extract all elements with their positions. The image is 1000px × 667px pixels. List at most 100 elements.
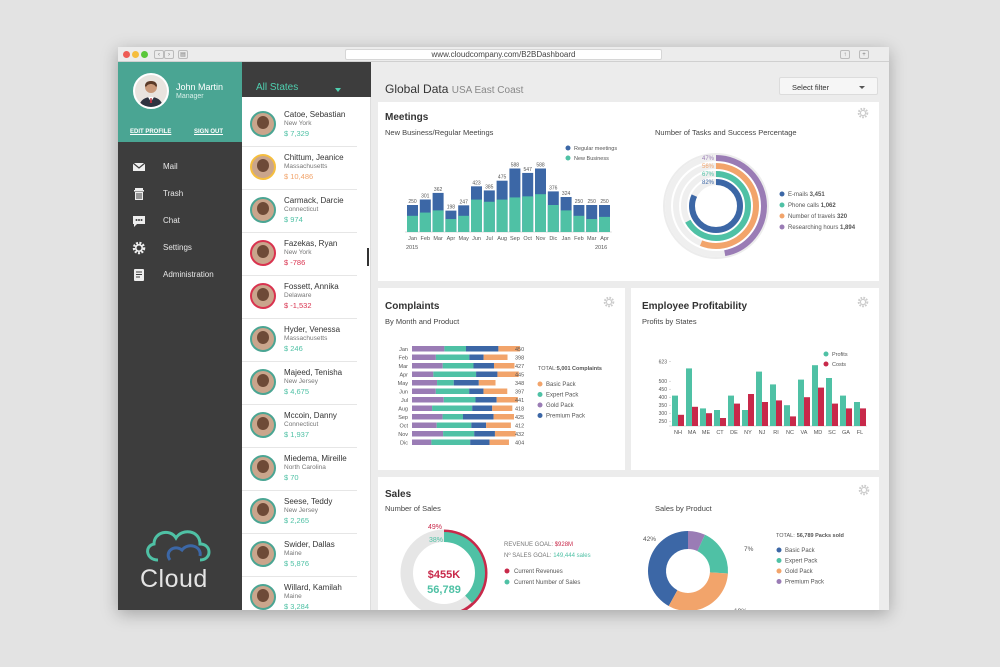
complaints-total-label: 348	[515, 381, 524, 387]
contacts-scrollbar[interactable]	[367, 248, 369, 266]
complaints-bar-segment	[497, 371, 519, 377]
contact-state: Connecticut	[284, 421, 319, 428]
complaints-settings-icon[interactable]	[603, 296, 615, 308]
meetings-settings-icon[interactable]	[857, 107, 869, 119]
meetings-bar-newbusiness	[458, 215, 470, 232]
complaints-title: Complaints	[385, 301, 440, 312]
tasks-legend-name: Researching hours	[788, 225, 838, 231]
back-button[interactable]: ‹	[154, 50, 164, 59]
edit-profile-link[interactable]: EDIT PROFILE	[130, 129, 172, 135]
share-icon[interactable]: ↑	[840, 50, 850, 59]
meetings-bar-newbusiness	[432, 210, 444, 232]
contact-value: $ 7,329	[284, 129, 310, 138]
meetings-data-label: 385	[485, 184, 494, 190]
meetings-bar-newbusiness	[496, 199, 508, 232]
meetings-data-label: 547	[524, 167, 533, 173]
profitability-settings-icon[interactable]	[857, 296, 869, 308]
complaints-bar-segment	[433, 371, 477, 377]
profitability-title: Employee Profitability	[642, 301, 748, 312]
menu-item-mail[interactable]: Mail	[132, 159, 237, 175]
contact-name: Willard, Kamilah	[284, 583, 342, 592]
legend-current-revenues: Current Revenues	[514, 569, 563, 575]
complaints-total-label: 412	[515, 424, 524, 430]
states-dropdown[interactable]: All States	[242, 62, 371, 97]
profit-tick-label: ME	[702, 430, 711, 436]
select-filter-label: Select filter	[792, 83, 830, 92]
sales-settings-icon[interactable]	[858, 484, 870, 496]
meetings-data-label: 475	[498, 175, 507, 181]
profit-ytick-label: 400	[659, 395, 668, 401]
meetings-data-label: 376	[549, 185, 558, 191]
sign-out-link[interactable]: SIGN OUT	[194, 129, 224, 135]
contact-item[interactable]: Carmack, Darcie Connecticut $ 974	[242, 190, 357, 233]
contact-value: $ 70	[284, 473, 299, 482]
menu-item-trash[interactable]: Trash	[132, 186, 237, 202]
profit-bar	[672, 395, 678, 426]
complaints-bar-segment	[470, 439, 490, 445]
contact-name: Swider, Dallas	[284, 540, 335, 549]
menu-item-chat[interactable]: Chat	[132, 213, 237, 229]
menu-item-settings[interactable]: Settings	[132, 240, 237, 256]
profit-ytick-label: 623	[659, 360, 668, 366]
tasks-legend-value: 3,451	[808, 192, 825, 198]
complaints-bar-segment	[493, 363, 515, 369]
contact-item[interactable]: Fossett, Annika Delaware $ -1,532	[242, 276, 357, 319]
address-bar[interactable]: www.cloudcompany.com/B2BDashboard	[345, 49, 662, 60]
contact-item[interactable]: Fazekas, Ryan New York $ -786	[242, 233, 357, 276]
contact-item[interactable]: Catoe, Sebastian New York $ 7,329	[242, 104, 357, 147]
complaints-bar-segment	[442, 414, 463, 420]
meetings-bar-chart: 250 Jan 301 Feb 362 Mar 198 Apr 247 May 423 Jun 385 J…	[405, 145, 617, 251]
contact-value: $ 2,265	[284, 516, 310, 525]
menu-item-administration[interactable]: Administration	[132, 267, 237, 283]
sales-card: Sales Number of Sales Sales by Product 4…	[378, 477, 879, 610]
forward-button[interactable]: ›	[164, 50, 174, 59]
side-navigation: John Martin Manager EDIT PROFILE SIGN OU…	[118, 62, 242, 610]
contact-item[interactable]: Miedema, Mireille North Carolina $ 70	[242, 448, 357, 491]
complaints-total-label: 398	[515, 356, 524, 362]
new-tab-icon[interactable]: +	[859, 50, 869, 59]
meetings-bar-newbusiness	[445, 219, 457, 232]
task-ring-arc	[673, 163, 759, 249]
legend-swatch	[565, 155, 571, 161]
contact-item[interactable]: Willard, Kamilah Maine $ 3,284	[242, 577, 357, 610]
contact-item[interactable]: Seese, Teddy New Jersey $ 2,265	[242, 491, 357, 534]
contact-item[interactable]: Majeed, Tenisha New Jersey $ 4,675	[242, 362, 357, 405]
contact-item[interactable]: Mccoin, Danny Connecticut $ 1,937	[242, 405, 357, 448]
complaints-bar-segment	[444, 346, 466, 352]
minimize-window-button[interactable]	[132, 51, 139, 58]
complaints-total-label: 397	[515, 390, 524, 396]
close-window-button[interactable]	[123, 51, 130, 58]
cost-bar	[748, 394, 754, 426]
select-filter-dropdown[interactable]: Select filter	[779, 77, 878, 95]
user-avatar[interactable]	[133, 73, 169, 109]
meetings-legend-label: Regular meetings	[574, 146, 617, 152]
sales-goal-label-text: Nº SALES GOAL:	[504, 552, 552, 559]
profit-legend-label: Costs	[832, 362, 846, 368]
meetings-tick-label: Mar	[433, 236, 443, 242]
sales-subtitle: Number of Sales	[385, 504, 441, 513]
profit-tick-label: GA	[842, 430, 850, 436]
complaints-total-label: 432	[515, 432, 524, 438]
meetings-bar-newbusiness	[560, 210, 572, 232]
sales-goal-label: Nº SALES GOAL: 149,444 sales	[504, 552, 591, 559]
complaints-bar-segment	[435, 388, 470, 394]
contact-name: Carmack, Darcie	[284, 196, 344, 205]
sidebar-toggle-icon[interactable]: ▤	[178, 50, 188, 59]
maximize-window-button[interactable]	[141, 51, 148, 58]
meetings-tick-label: Jan	[562, 236, 571, 242]
tasks-ring-chart: 82% E-mails 3,451 67% Phone calls 1,062 56% N…	[663, 153, 856, 259]
profit-bar	[686, 368, 692, 426]
profit-tick-label: MA	[688, 430, 697, 436]
legend-swatch	[504, 568, 510, 574]
complaints-tick-label: Sep	[398, 415, 408, 421]
cost-bar	[762, 402, 768, 426]
contact-item[interactable]: Chittum, Jeanice Massachusetts $ 10,486	[242, 147, 357, 190]
contact-item[interactable]: Hyder, Venessa Massachusetts $ 246	[242, 319, 357, 362]
tasks-legend-value: 1,894	[838, 225, 855, 231]
task-ring-arc	[681, 171, 751, 241]
contact-item[interactable]: Swider, Dallas Maine $ 5,876	[242, 534, 357, 577]
meetings-data-label: 588	[536, 162, 545, 168]
mail-icon	[132, 162, 146, 171]
menu-label: Mail	[163, 162, 178, 171]
contact-state: Massachusetts	[284, 163, 328, 170]
